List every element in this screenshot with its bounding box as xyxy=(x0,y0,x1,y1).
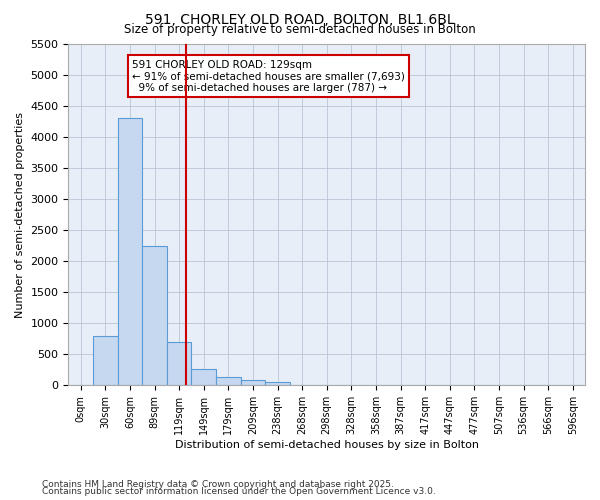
Y-axis label: Number of semi-detached properties: Number of semi-detached properties xyxy=(15,112,25,318)
Bar xyxy=(216,378,241,386)
Bar xyxy=(68,384,93,386)
Text: 591 CHORLEY OLD ROAD: 129sqm
← 91% of semi-detached houses are smaller (7,693)
 : 591 CHORLEY OLD ROAD: 129sqm ← 91% of se… xyxy=(133,60,405,92)
Text: Contains public sector information licensed under the Open Government Licence v3: Contains public sector information licen… xyxy=(42,487,436,496)
Bar xyxy=(118,118,142,386)
Bar xyxy=(167,342,191,386)
Bar xyxy=(191,368,216,386)
Bar xyxy=(265,382,290,386)
Bar xyxy=(142,246,167,386)
Bar xyxy=(241,380,265,386)
Bar xyxy=(93,336,118,386)
Text: Size of property relative to semi-detached houses in Bolton: Size of property relative to semi-detach… xyxy=(124,22,476,36)
Text: 591, CHORLEY OLD ROAD, BOLTON, BL1 6BL: 591, CHORLEY OLD ROAD, BOLTON, BL1 6BL xyxy=(145,12,455,26)
X-axis label: Distribution of semi-detached houses by size in Bolton: Distribution of semi-detached houses by … xyxy=(175,440,479,450)
Text: Contains HM Land Registry data © Crown copyright and database right 2025.: Contains HM Land Registry data © Crown c… xyxy=(42,480,394,489)
